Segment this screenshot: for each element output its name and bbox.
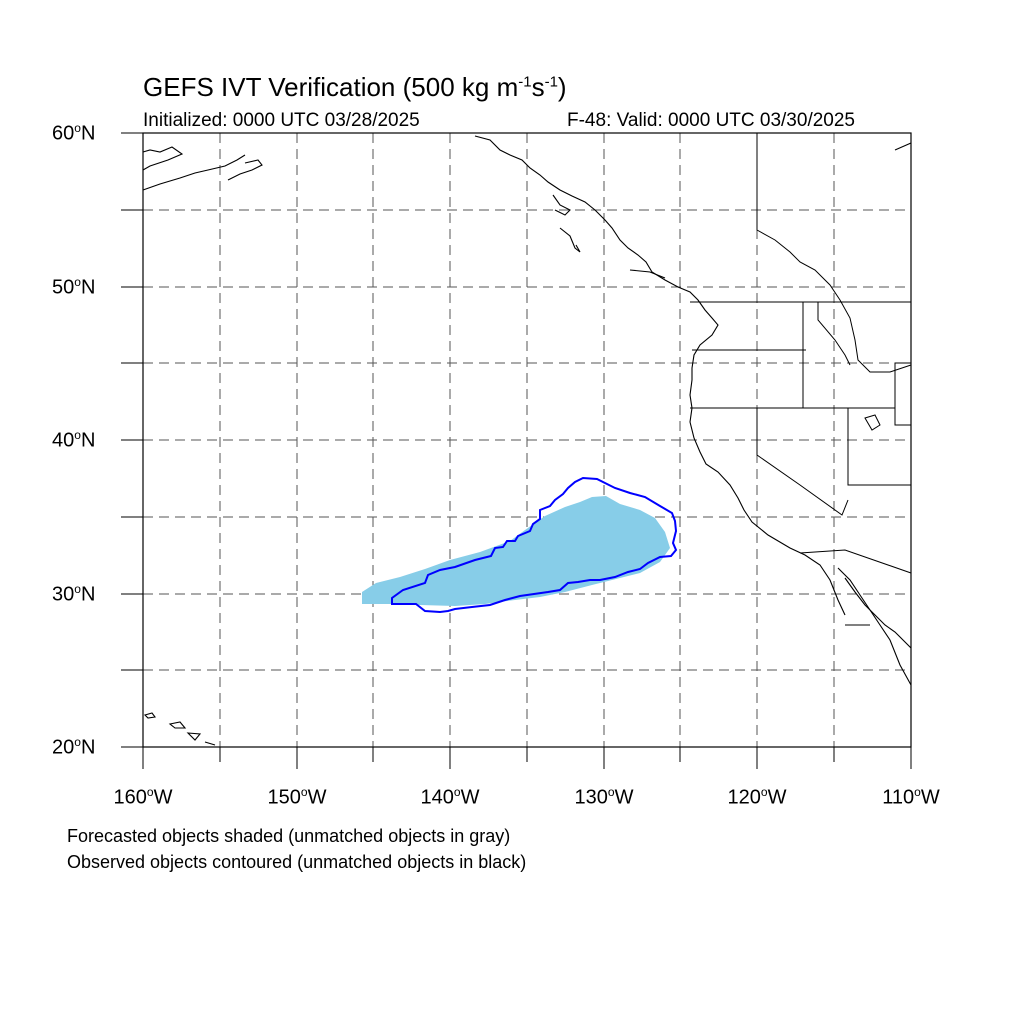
legend-forecast-note: Forecasted objects shaded (unmatched obj… — [67, 826, 511, 846]
coastlines — [142, 135, 912, 746]
initialized-time: Initialized: 0000 UTC 03/28/2025 — [143, 110, 420, 131]
lat-label-40n: 40oN — [52, 428, 96, 452]
lon-label-160w: 160oW — [113, 785, 173, 809]
lon-label-140w: 140oW — [420, 785, 480, 809]
tick-marks — [121, 132, 912, 769]
lon-label-150w: 150oW — [267, 785, 327, 809]
lat-label-60n: 60oN — [52, 121, 96, 145]
lon-label-120w: 120oW — [727, 785, 787, 809]
lon-label-110w: 110oW — [882, 785, 940, 809]
lat-label-50n: 50oN — [52, 275, 96, 299]
lon-label-130w: 130oW — [574, 785, 634, 809]
forecast-object-shaded — [362, 496, 670, 606]
political-boundaries — [690, 133, 912, 626]
gridlines — [143, 133, 911, 747]
map-title: GEFS IVT Verification (500 kg m-1s-1) — [143, 72, 567, 102]
valid-time: F-48: Valid: 0000 UTC 03/30/2025 — [567, 110, 855, 131]
legend-observed-note: Observed objects contoured (unmatched ob… — [67, 852, 527, 872]
lat-label-30n: 30oN — [52, 582, 96, 606]
lat-label-20n: 20oN — [52, 735, 96, 759]
observed-object-contour — [391, 476, 678, 614]
